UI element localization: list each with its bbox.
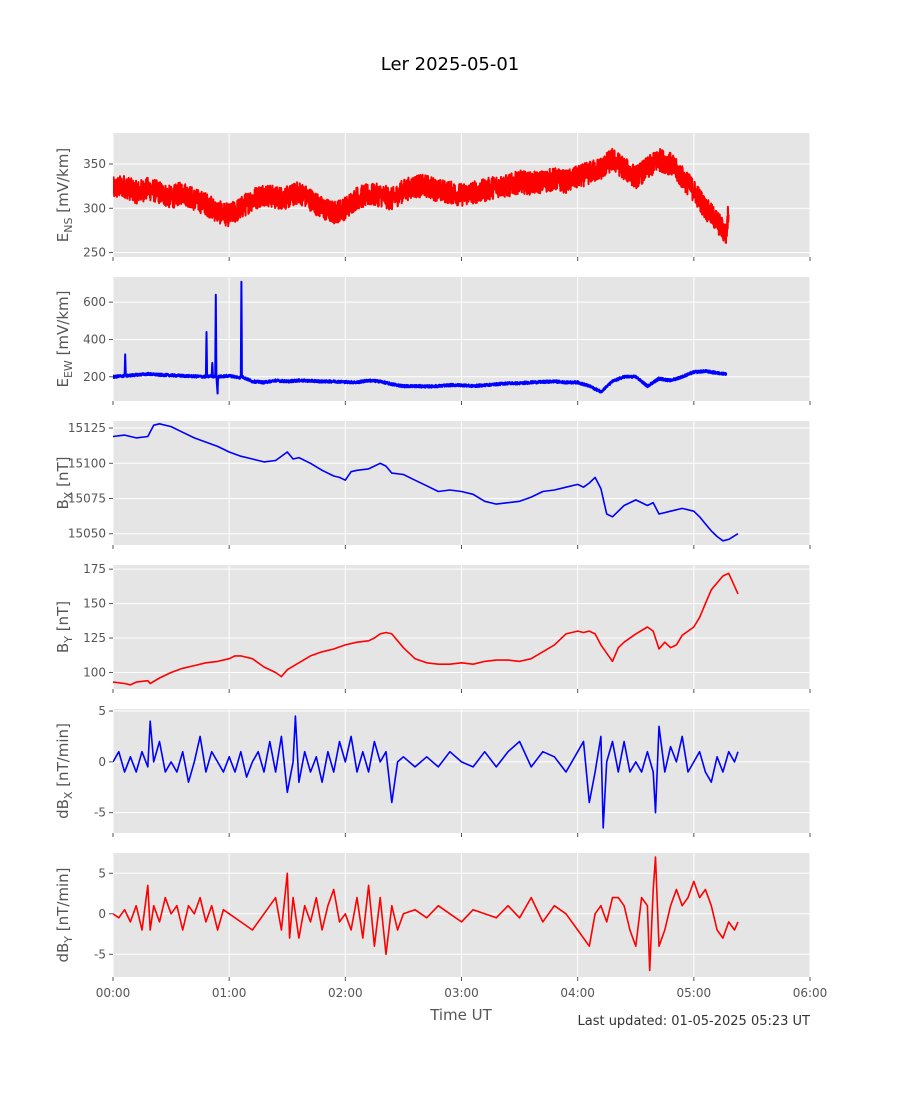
y-tick-label: 300 bbox=[83, 201, 106, 215]
y-tick-label: 15050 bbox=[68, 527, 106, 541]
x-tick-label: 04:00 bbox=[560, 986, 595, 1000]
series-line-ens bbox=[113, 147, 730, 244]
y-tick-label: 15125 bbox=[68, 421, 106, 435]
panel-by: 100 125 150 175 BY [nT] bbox=[54, 562, 811, 693]
x-tick-label: 03:00 bbox=[444, 986, 479, 1000]
series-line-bx bbox=[113, 422, 739, 542]
y-tick-label: 5 bbox=[98, 866, 106, 880]
y-tick-label: 5 bbox=[98, 704, 106, 718]
y-tick-label: 350 bbox=[83, 157, 106, 171]
series-line-by bbox=[113, 572, 739, 686]
last-updated-text: Last updated: 01-05-2025 05:23 UT bbox=[577, 1014, 810, 1029]
y-axis-label: ENS [mV/km] bbox=[54, 148, 75, 242]
y-tick-label: 125 bbox=[83, 631, 106, 645]
x-tick-label: 05:00 bbox=[677, 986, 712, 1000]
panel-ens: 250 300 350 ENS [mV/km] bbox=[54, 133, 811, 261]
x-axis-label: Time UT bbox=[429, 1006, 492, 1024]
y-axis-label: dBX [nT/min] bbox=[54, 723, 75, 819]
y-tick-label: 250 bbox=[83, 246, 106, 260]
panel-bx: 15050 15075 15100 15125 BX [nT] bbox=[54, 421, 811, 549]
y-tick-label: 15075 bbox=[68, 492, 106, 506]
y-axis-label: BX [nT] bbox=[54, 457, 75, 510]
y-tick-label: 15100 bbox=[68, 456, 106, 470]
y-tick-label: 150 bbox=[83, 597, 106, 611]
x-tick-label: 06:00 bbox=[793, 986, 828, 1000]
series-line-eew bbox=[113, 280, 728, 395]
y-tick-label: -5 bbox=[94, 947, 106, 961]
y-tick-label: 0 bbox=[98, 907, 106, 921]
x-tick-label: 02:00 bbox=[328, 986, 363, 1000]
chart-title: Ler 2025-05-01 bbox=[381, 54, 520, 75]
x-tick-label: 00:00 bbox=[96, 986, 131, 1000]
panel-eew: 200 400 600 EEW [mV/km] bbox=[54, 277, 811, 405]
y-tick-label: 175 bbox=[83, 562, 106, 576]
y-axis-label: EEW [mV/km] bbox=[54, 290, 75, 387]
y-axis-label: BY [nT] bbox=[54, 601, 75, 653]
series-line-dby bbox=[113, 856, 739, 972]
y-tick-label: 600 bbox=[83, 295, 106, 309]
panels: 250 300 350 ENS [mV/km] 200 400 600 EEW [mV/km]… bbox=[54, 133, 827, 1000]
y-axis-label: dBY [nT/min] bbox=[54, 867, 75, 962]
y-tick-label: 400 bbox=[83, 332, 106, 346]
y-tick-label: 100 bbox=[83, 665, 106, 679]
panel-dbx: -5 0 5 dBX [nT/min] bbox=[54, 704, 811, 837]
panel-dby: -5 0 5 dBY [nT/min] 00:00 01:00 02:00 03:00 04:0… bbox=[54, 853, 827, 1000]
y-tick-label: 0 bbox=[98, 755, 106, 769]
x-tick-label: 01:00 bbox=[212, 986, 247, 1000]
y-tick-label: -5 bbox=[94, 806, 106, 820]
series-line-dbx bbox=[113, 715, 739, 829]
y-tick-label: 200 bbox=[83, 370, 106, 384]
